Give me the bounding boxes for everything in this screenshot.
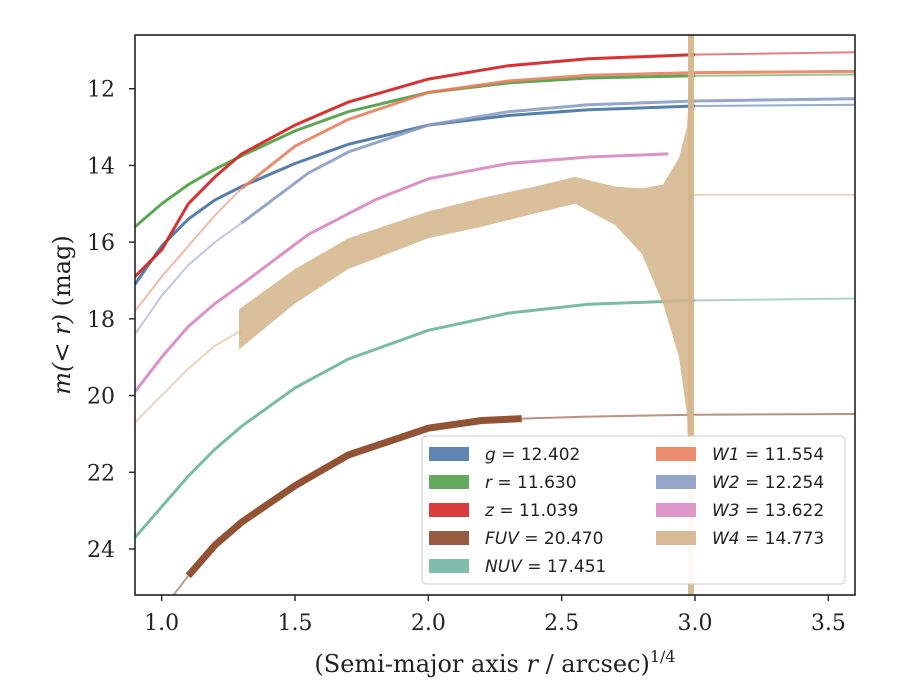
series-g-extrap-line (694, 103, 855, 107)
series-w4-spike (688, 35, 694, 595)
series-w2-inner-line (135, 222, 243, 335)
legend-swatch-fuv (429, 531, 469, 545)
legend-swatch-g (429, 447, 469, 461)
x-tick-label: 2.5 (544, 611, 579, 636)
y-tick-label: 12 (87, 78, 115, 103)
y-tick-label: 24 (87, 538, 115, 563)
series-z-extrap-line (694, 51, 855, 56)
legend-swatch-w1 (656, 447, 696, 461)
legend-label-nuv: NUV = 17.451 (485, 557, 606, 577)
y-tick-label: 16 (87, 231, 115, 256)
x-tick-label: 3.5 (811, 611, 846, 636)
series-r-line (135, 74, 696, 228)
legend-box (421, 435, 846, 585)
legend-swatch-z (429, 503, 469, 517)
series-g-line (135, 104, 696, 286)
legend-label-w2: W2 = 12.254 (712, 473, 824, 493)
series-fuv-extrap-line (172, 575, 190, 595)
legend-swatch-w4 (656, 531, 696, 545)
series-r-extrap-line (694, 73, 855, 77)
series-w4-faint-line (135, 329, 243, 424)
series-nuv-extrap-line (694, 297, 855, 302)
y-tick-label: 22 (87, 461, 115, 486)
legend: g = 12.402 r = 11.630 z = 11.039 FUV = 20.4… (421, 435, 846, 585)
legend-label-fuv: FUV = 20.470 (485, 529, 603, 549)
series-layer (135, 35, 855, 595)
series-fuv-extrap-line (521, 413, 855, 420)
y-axis-label: m(< r) (mag) (48, 235, 76, 395)
legend-swatch-r (429, 475, 469, 489)
series-w1-inner-line (135, 187, 243, 312)
legend-label-r: r = 11.630 (485, 473, 577, 493)
series-w1-line (240, 69, 855, 190)
ticks-layer: 1.0 1.5 2.0 2.5 3.0 3.5 12 14 16 18 20 22 24 (87, 78, 846, 636)
x-axis-label: (Semi-major axis r / arcsec)1/4 (314, 647, 675, 678)
x-tick-label: 1.0 (144, 611, 179, 636)
legend-label-w1: W1 = 11.554 (712, 445, 824, 465)
y-tick-label: 20 (87, 385, 115, 410)
plot-frame (134, 34, 856, 596)
series-nuv-line (135, 298, 696, 539)
series-w2-line (240, 97, 855, 225)
y-tick-label: 14 (87, 154, 115, 179)
legend-label-z: z = 11.039 (484, 501, 578, 521)
legend-label-g: g = 12.402 (485, 445, 580, 465)
x-tick-label: 1.5 (278, 611, 313, 636)
series-fuv-line (185, 415, 522, 579)
legend-label-w4: W4 = 14.773 (712, 529, 824, 549)
series-w3-line (135, 152, 669, 393)
series-z-line (135, 53, 696, 278)
legend-swatch-w3 (656, 503, 696, 517)
y-tick-label: 18 (87, 308, 115, 333)
legend-swatch-nuv (429, 559, 469, 573)
x-tick-label: 3.0 (678, 611, 713, 636)
x-tick-label: 2.0 (411, 611, 446, 636)
legend-swatch-w2 (656, 475, 696, 489)
legend-label-w3: W3 = 13.622 (712, 501, 824, 521)
